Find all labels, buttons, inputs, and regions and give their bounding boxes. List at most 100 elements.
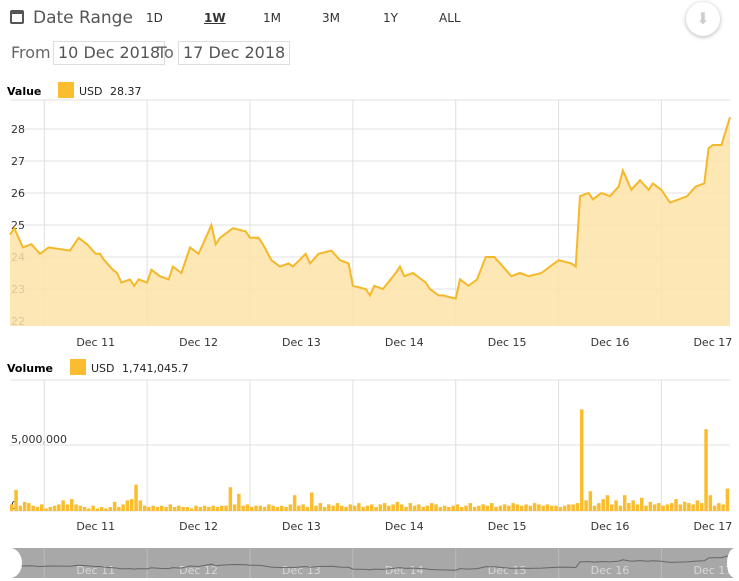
volume-bar [605, 495, 610, 511]
value-xtick-label: Dec 13 [282, 336, 321, 349]
navigator-xtick-label: Dec 16 [591, 564, 630, 577]
from-label: From [11, 43, 51, 62]
volume-bar [708, 495, 713, 511]
volume-bar [134, 484, 138, 511]
volume-bar [335, 503, 340, 511]
volume-bar [22, 501, 27, 511]
navigator-handle-left[interactable] [0, 548, 22, 578]
volume-bar [670, 503, 674, 511]
value-xtick-label: Dec 16 [591, 336, 630, 349]
date-range-title: Date Range [33, 8, 133, 28]
volume-bar [442, 505, 447, 511]
volume-bar [70, 499, 74, 511]
volume-bar [27, 503, 31, 511]
volume-bar [687, 503, 691, 511]
volume-bar [262, 507, 267, 511]
volume-bar [237, 493, 241, 511]
volume-bar [292, 495, 297, 511]
range-1m[interactable]: 1M [263, 11, 281, 25]
value-ytick-label: 27 [11, 155, 25, 168]
navigator-handle-right[interactable] [727, 548, 739, 578]
volume-bar [400, 504, 404, 511]
volume-bar [580, 409, 584, 511]
to-label: To [157, 43, 174, 62]
volume-bar [224, 505, 228, 511]
volume-bar [177, 505, 181, 511]
volume-bar [44, 508, 48, 511]
volume-bar [644, 505, 648, 511]
range-1d[interactable]: 1D [146, 11, 163, 25]
from-date-input[interactable]: 10 Dec 2018 [53, 41, 166, 65]
volume-bar [228, 487, 233, 511]
value-line [9, 116, 731, 300]
volume-bar [601, 499, 605, 511]
volume-bar [472, 507, 477, 511]
volume-bar [610, 504, 614, 511]
volume-bar [190, 508, 194, 511]
volume-bar [220, 505, 224, 511]
volume-bar [378, 504, 383, 511]
volume-bar [340, 505, 344, 511]
navigator-line [9, 554, 731, 571]
volume-bar [160, 505, 164, 511]
volume-bar [78, 505, 83, 511]
volume-bar [494, 507, 498, 511]
volume-bar [275, 507, 280, 511]
volume-bar [408, 503, 413, 511]
volume-bar [35, 507, 40, 511]
range-1y[interactable]: 1Y [383, 11, 398, 25]
volume-bar [365, 505, 370, 511]
volume-bar [524, 504, 528, 511]
navigator[interactable]: Dec 11 Dec 12 Dec 13 Dec 14 Dec 15 Dec 16 Dec … [0, 548, 739, 578]
volume-bar [305, 507, 310, 511]
volume-xtick-label: Dec 17 [693, 520, 732, 533]
volume-bar [374, 507, 378, 511]
volume-bar [511, 503, 515, 511]
volume-bar [725, 488, 730, 511]
volume-bar [10, 504, 14, 511]
volume-bar [464, 505, 468, 511]
volume-bar [481, 504, 485, 511]
volume-bar [310, 492, 314, 511]
volume-bar [108, 507, 113, 511]
range-3m[interactable]: 3M [322, 11, 340, 25]
volume-bar [417, 504, 421, 511]
volume-bar [434, 504, 438, 511]
volume-bar [700, 503, 704, 511]
volume-bar [130, 499, 134, 511]
volume-bar [451, 505, 455, 511]
volume-bar [172, 507, 177, 511]
volume-bar [288, 504, 293, 511]
range-1w[interactable]: 1W [204, 11, 226, 25]
value-xtick-label: Dec 17 [693, 336, 732, 349]
range-all[interactable]: ALL [439, 11, 461, 25]
value-legend-swatch [58, 82, 74, 98]
volume-bar [254, 505, 258, 511]
volume-bar [57, 504, 61, 511]
volume-xtick-label: Dec 11 [76, 520, 115, 533]
value-ytick-label: 28 [11, 123, 25, 136]
volume-bar [507, 505, 511, 511]
volume-bar [74, 504, 78, 511]
volume-bar [370, 504, 374, 511]
volume-bar [588, 491, 593, 511]
volume-bar [147, 507, 151, 511]
volume-bar [198, 507, 203, 511]
volume-xtick-label: Dec 12 [179, 520, 218, 533]
to-date-input[interactable]: 17 Dec 2018 [178, 41, 291, 65]
volume-bar [490, 503, 494, 511]
value-legend-title: Value [7, 85, 42, 98]
volume-bar [395, 501, 400, 511]
download-button[interactable]: ⬇ [686, 2, 720, 36]
volume-bar [151, 505, 155, 511]
volume-bar [532, 503, 537, 511]
calendar-icon[interactable] [10, 10, 24, 24]
value-ytick-label: 26 [11, 187, 25, 200]
volume-bar [344, 507, 348, 511]
value-legend-label: USD [79, 85, 103, 98]
volume-bar [515, 504, 520, 511]
volume-bar [652, 504, 657, 511]
volume-bar [640, 497, 644, 511]
volume-bar [502, 504, 507, 511]
